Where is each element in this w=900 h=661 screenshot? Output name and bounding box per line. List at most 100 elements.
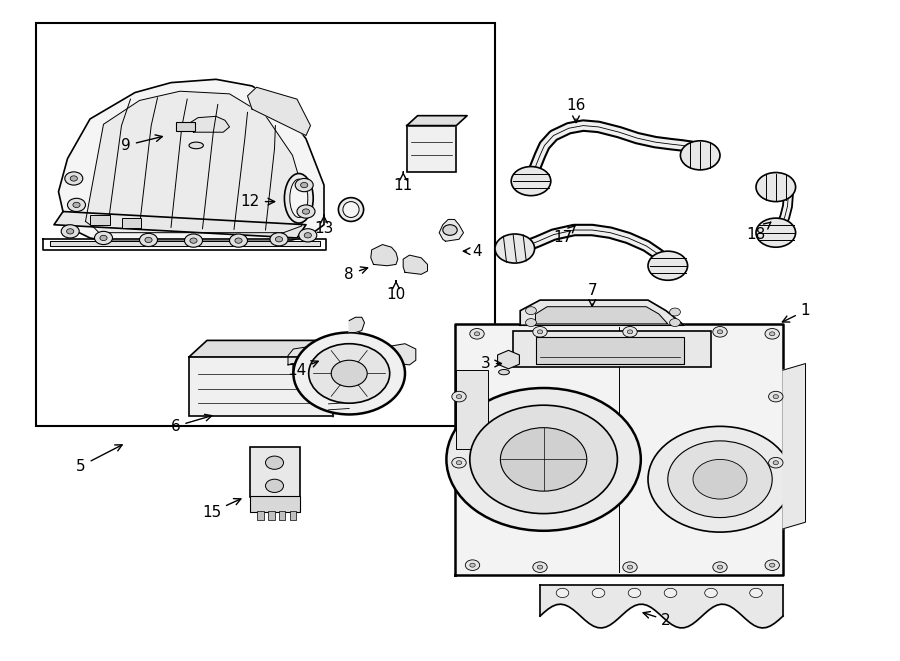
Circle shape — [465, 560, 480, 570]
Circle shape — [717, 330, 723, 334]
Circle shape — [705, 588, 717, 598]
Bar — [536, 337, 684, 364]
Polygon shape — [189, 116, 230, 132]
Circle shape — [304, 233, 311, 238]
Ellipse shape — [499, 369, 509, 375]
Circle shape — [713, 327, 727, 337]
Circle shape — [456, 461, 462, 465]
Circle shape — [592, 588, 605, 598]
Text: 4: 4 — [464, 244, 482, 258]
Text: 6: 6 — [171, 414, 212, 434]
Circle shape — [670, 319, 680, 327]
Circle shape — [526, 307, 536, 315]
Circle shape — [190, 238, 197, 243]
Circle shape — [773, 461, 778, 465]
Text: 11: 11 — [393, 172, 413, 192]
Polygon shape — [288, 347, 313, 365]
Bar — [268, 511, 274, 520]
Ellipse shape — [338, 198, 364, 221]
Text: 13: 13 — [314, 215, 334, 235]
Circle shape — [500, 428, 587, 491]
Polygon shape — [248, 87, 310, 136]
Circle shape — [556, 588, 569, 598]
Bar — [250, 447, 300, 497]
Circle shape — [270, 233, 288, 246]
Circle shape — [627, 565, 633, 569]
Circle shape — [266, 456, 284, 469]
Polygon shape — [50, 241, 320, 246]
Circle shape — [446, 388, 641, 531]
Circle shape — [145, 237, 152, 243]
Polygon shape — [371, 245, 398, 266]
Text: 16: 16 — [566, 98, 586, 122]
Circle shape — [765, 329, 779, 339]
Ellipse shape — [290, 179, 308, 217]
Circle shape — [664, 588, 677, 598]
Circle shape — [537, 565, 543, 569]
Circle shape — [456, 395, 462, 399]
Polygon shape — [54, 212, 306, 238]
Text: 18: 18 — [746, 222, 770, 242]
Bar — [122, 218, 141, 228]
Circle shape — [275, 237, 283, 242]
Circle shape — [297, 205, 315, 218]
Circle shape — [717, 565, 723, 569]
Circle shape — [68, 198, 86, 212]
Bar — [257, 511, 264, 520]
Ellipse shape — [284, 173, 313, 223]
Circle shape — [100, 235, 107, 241]
Bar — [407, 126, 456, 172]
Circle shape — [769, 457, 783, 468]
Circle shape — [309, 344, 390, 403]
Polygon shape — [454, 324, 783, 575]
Circle shape — [70, 176, 77, 181]
Circle shape — [770, 332, 775, 336]
Circle shape — [648, 251, 688, 280]
Bar — [189, 357, 333, 416]
Circle shape — [470, 405, 617, 514]
Polygon shape — [439, 219, 464, 241]
Circle shape — [61, 225, 79, 238]
Circle shape — [184, 234, 202, 247]
Circle shape — [452, 391, 466, 402]
Circle shape — [301, 182, 308, 188]
Bar — [36, 23, 495, 426]
Polygon shape — [333, 340, 351, 416]
Circle shape — [773, 395, 778, 399]
Circle shape — [537, 330, 543, 334]
Circle shape — [668, 441, 772, 518]
Polygon shape — [349, 317, 364, 332]
Text: 2: 2 — [644, 611, 670, 627]
Text: 14: 14 — [287, 361, 319, 377]
Circle shape — [680, 141, 720, 170]
Circle shape — [670, 308, 680, 316]
Circle shape — [756, 218, 796, 247]
Circle shape — [67, 229, 74, 234]
Circle shape — [628, 588, 641, 598]
Circle shape — [713, 562, 727, 572]
Text: 9: 9 — [122, 135, 162, 153]
Circle shape — [266, 479, 284, 492]
Bar — [250, 496, 300, 512]
Circle shape — [331, 360, 367, 387]
Circle shape — [470, 329, 484, 339]
Circle shape — [511, 167, 551, 196]
Circle shape — [94, 231, 112, 245]
Text: 5: 5 — [76, 445, 122, 473]
Circle shape — [533, 562, 547, 572]
Text: 10: 10 — [386, 281, 406, 301]
Text: 3: 3 — [482, 356, 501, 371]
Circle shape — [474, 332, 480, 336]
Ellipse shape — [343, 202, 359, 217]
Circle shape — [302, 209, 310, 214]
Bar — [456, 370, 488, 449]
Polygon shape — [385, 344, 416, 365]
Circle shape — [65, 172, 83, 185]
Circle shape — [769, 391, 783, 402]
Circle shape — [756, 173, 796, 202]
Polygon shape — [536, 307, 668, 324]
Circle shape — [443, 225, 457, 235]
Circle shape — [295, 178, 313, 192]
Circle shape — [627, 330, 633, 334]
Bar — [90, 215, 110, 225]
